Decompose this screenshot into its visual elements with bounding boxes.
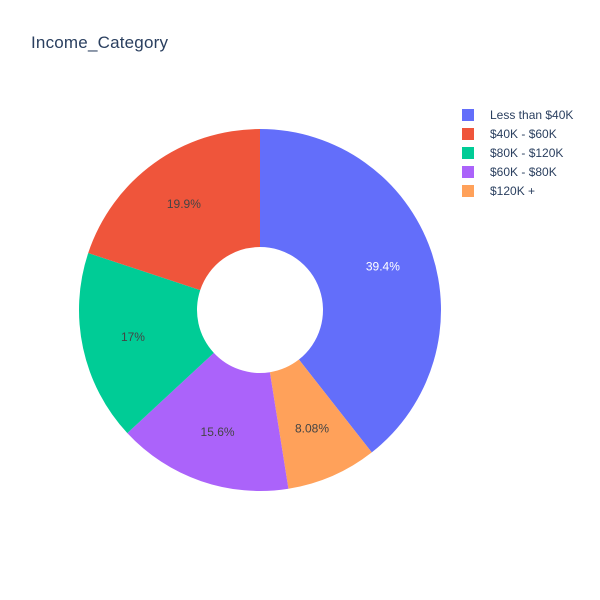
legend-swatch (462, 146, 474, 159)
legend-label: $120K + (490, 183, 536, 198)
slice-60k-80k[interactable] (127, 352, 289, 491)
legend-item[interactable]: $60K - $80K (462, 162, 573, 181)
legend-label: $40K - $60K (490, 126, 557, 141)
slice-label: 19.9% (167, 197, 201, 211)
slice-120k[interactable] (269, 359, 372, 489)
legend-label: Less than $40K (490, 107, 574, 122)
legend-item[interactable]: $40K - $60K (462, 124, 573, 143)
legend-swatch (462, 165, 474, 178)
legend-swatch (462, 108, 474, 121)
legend-label: $60K - $80K (490, 164, 557, 179)
legend-swatch (462, 184, 474, 197)
slice-80k-120k[interactable] (78, 253, 214, 434)
slice-label: 8.08% (295, 421, 329, 435)
legend-item[interactable]: $80K - $120K (462, 143, 573, 162)
slice-label: 15.6% (201, 425, 235, 439)
slice-40k-60k[interactable] (88, 129, 260, 291)
legend: Less than $40K $40K - $60K $80K - $120K $60… (462, 105, 573, 200)
slice-less-than-40k[interactable] (260, 129, 442, 453)
legend-item[interactable]: Less than $40K (462, 105, 573, 124)
slice-label: 39.4% (366, 260, 400, 274)
legend-swatch (462, 127, 474, 140)
slice-label: 17% (121, 330, 145, 344)
legend-label: $80K - $120K (490, 145, 564, 160)
legend-item[interactable]: $120K + (462, 181, 573, 200)
chart-title: Income_Category (31, 33, 169, 52)
